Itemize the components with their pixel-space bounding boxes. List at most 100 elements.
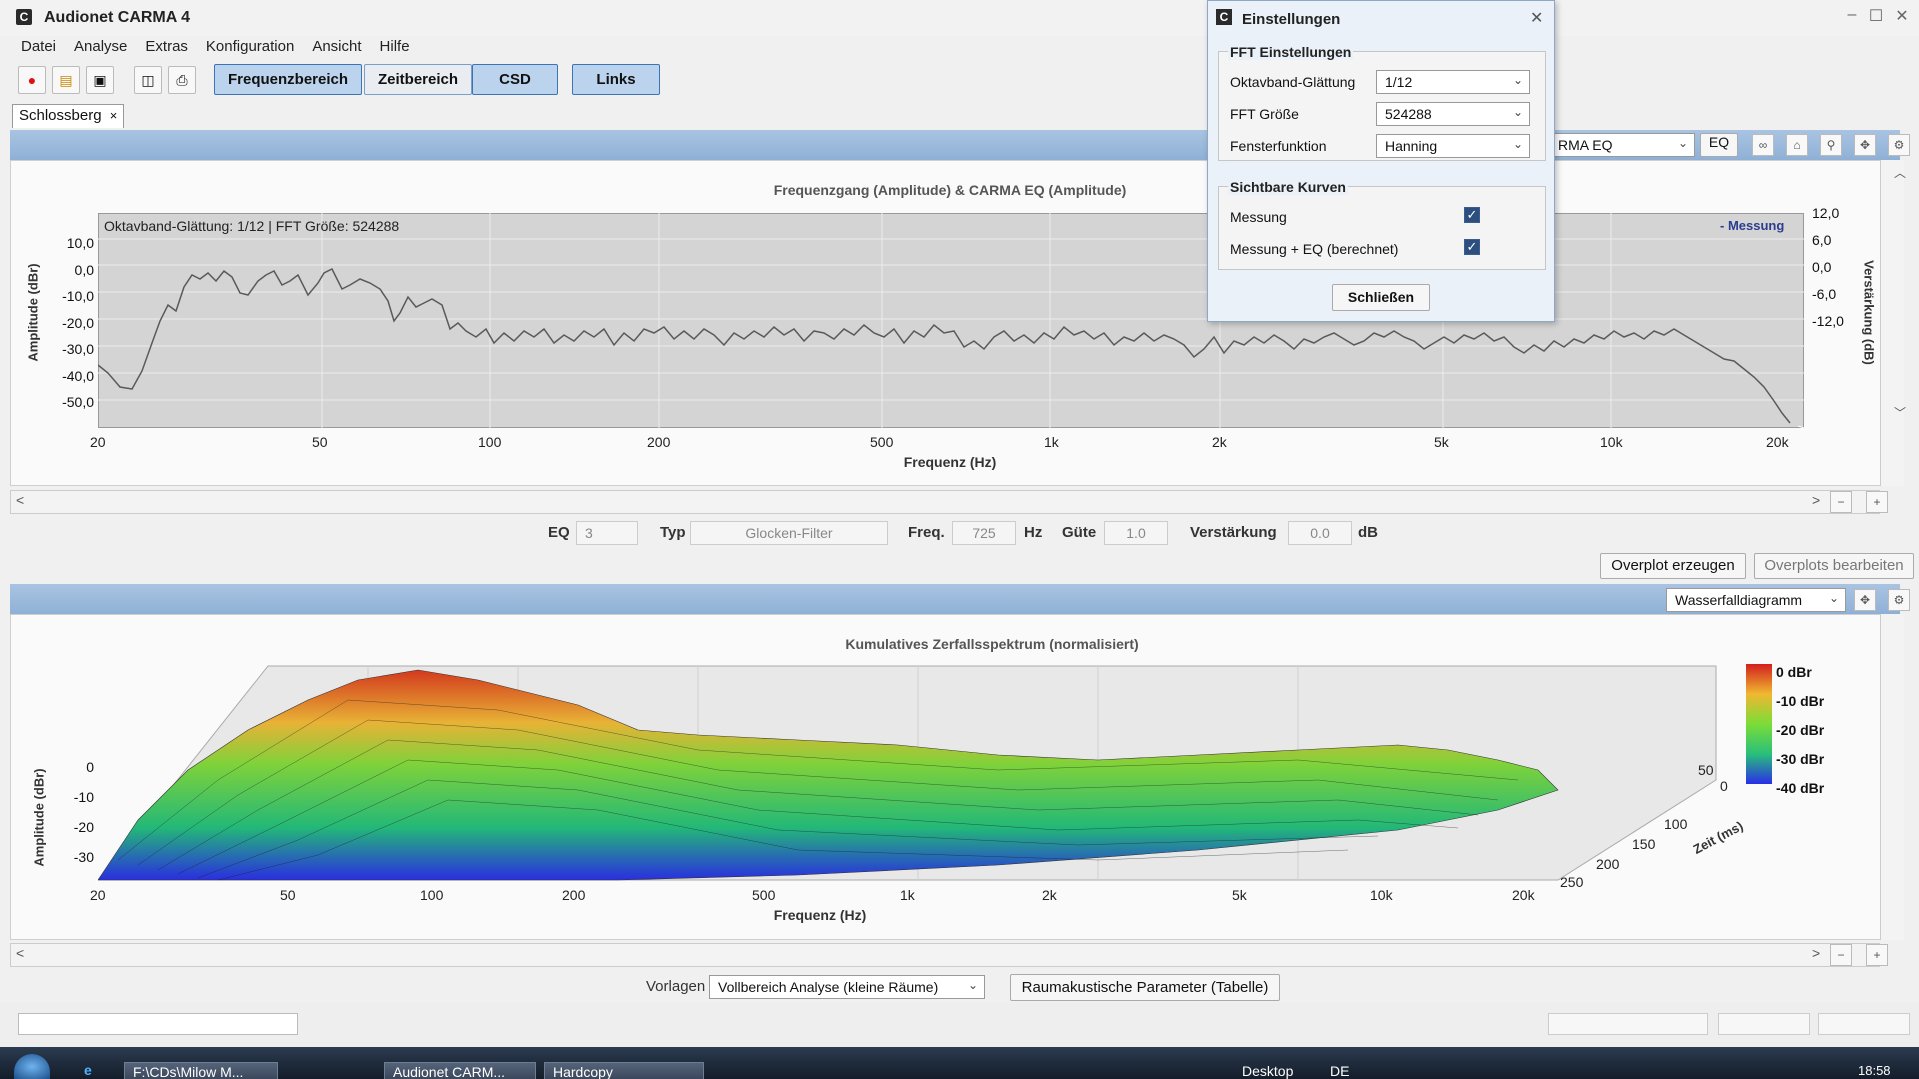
maximize-icon[interactable]: ☐ — [1868, 8, 1884, 25]
scroll-left-icon[interactable]: < — [16, 945, 25, 961]
status-field — [1718, 1013, 1810, 1035]
clock: 18:58 — [1858, 1063, 1891, 1078]
taskbar-item[interactable]: Hardcopy — [544, 1062, 704, 1079]
ytick: -10,0 — [62, 288, 94, 304]
window-func-select[interactable]: Hanning ⌄ — [1376, 134, 1530, 158]
move-icon[interactable]: ✥ — [1854, 134, 1876, 156]
y2tick: 12,0 — [1812, 205, 1840, 221]
smoothing-select[interactable]: 1/12 ⌄ — [1376, 70, 1530, 94]
window-title: Audionet CARMA 4 — [44, 9, 191, 26]
ztick: 0 — [1720, 778, 1728, 794]
move-icon[interactable]: ✥ — [1854, 589, 1876, 611]
scroll-left-icon[interactable]: < — [16, 492, 25, 508]
zoom-out-icon[interactable]: − — [1830, 944, 1852, 966]
raum-params-button[interactable]: Raumakustische Parameter (Tabelle) — [1010, 974, 1280, 1001]
dialog-app-icon: C — [1216, 9, 1232, 25]
fft-size-select[interactable]: 524288 ⌄ — [1376, 102, 1530, 126]
home-icon[interactable]: ⌂ — [1786, 134, 1808, 156]
taskbar-item[interactable]: F:\CDs\Milow M... — [124, 1062, 278, 1079]
y2tick: 0,0 — [1812, 259, 1832, 275]
xtick: 500 — [752, 887, 776, 903]
freq-hscroll[interactable] — [10, 490, 1880, 514]
overplot-create-button[interactable]: Overplot erzeugen — [1600, 553, 1746, 579]
screenshot-icon[interactable]: ◫ — [134, 66, 162, 94]
smoothing-label: Oktavband-Glättung — [1230, 74, 1356, 90]
tab-csd[interactable]: CSD — [472, 64, 558, 95]
ztick: 250 — [1560, 874, 1584, 890]
curve-messung-label: Messung — [1230, 209, 1287, 225]
menu-ansicht[interactable]: Ansicht — [312, 37, 362, 55]
y2tick: 6,0 — [1812, 232, 1832, 248]
close-window-icon[interactable]: ✕ — [1895, 8, 1909, 25]
freq-vscroll[interactable] — [1880, 160, 1904, 486]
freq-xlabel: Frequenz (Hz) — [903, 454, 997, 470]
scroll-down-icon[interactable]: ﹀ — [1894, 406, 1907, 420]
print-icon[interactable]: ⎙ — [168, 66, 196, 94]
guete-input[interactable]: 1.0 — [1104, 521, 1168, 545]
menu-konfiguration[interactable]: Konfiguration — [205, 37, 295, 55]
gain-input[interactable]: 0.0 — [1288, 521, 1352, 545]
chevron-down-icon: ⌄ — [1828, 591, 1839, 605]
taskbar — [0, 1047, 1919, 1079]
desktop-toolbar[interactable]: Desktop — [1242, 1063, 1294, 1079]
scroll-right-icon[interactable]: > — [1812, 945, 1821, 961]
language-indicator[interactable]: DE — [1330, 1063, 1350, 1079]
visible-curves-group — [1218, 186, 1546, 270]
csd-xlabel: Frequenz (Hz) — [773, 907, 867, 923]
guete-label: Güte — [1062, 524, 1097, 541]
freq-input[interactable]: 725 — [952, 521, 1016, 545]
close-dialog-button[interactable]: Schließen — [1332, 284, 1430, 311]
curve-eq-checkbox[interactable]: ✓ — [1464, 239, 1480, 255]
tab-frequenzbereich[interactable]: Frequenzbereich — [214, 64, 362, 95]
menu-extras[interactable]: Extras — [145, 37, 188, 55]
overplot-edit-button[interactable]: Overplots bearbeiten — [1754, 553, 1914, 579]
eq-number-select[interactable]: 3 — [576, 521, 638, 545]
menu-datei[interactable]: Datei — [21, 37, 57, 55]
menu-hilfe[interactable]: Hilfe — [379, 37, 410, 55]
xtick: 200 — [562, 887, 586, 903]
eq-button[interactable]: EQ — [1700, 133, 1738, 157]
curve-messung-checkbox[interactable]: ✓ — [1464, 207, 1480, 223]
open-folder-icon[interactable]: ▤ — [52, 66, 80, 94]
curve-eq-label: Messung + EQ (berechnet) — [1230, 241, 1399, 257]
xtick: 50 — [280, 887, 296, 903]
dialog-close-icon[interactable]: ✕ — [1530, 10, 1544, 27]
typ-label: Typ — [660, 524, 686, 541]
scroll-up-icon[interactable]: ︿ — [1894, 166, 1907, 180]
gear-icon[interactable]: ⚙ — [1888, 589, 1910, 611]
vorlagen-select[interactable]: Vollbereich Analyse (kleine Räume) ⌄ — [709, 975, 985, 999]
menu-bar: Datei Analyse Extras Konfiguration Ansic… — [0, 34, 1919, 58]
filter-type-select[interactable]: Glocken-Filter — [690, 521, 888, 545]
messung-curve — [98, 267, 1791, 424]
tab-schlossberg[interactable]: Schlossberg × — [12, 104, 125, 128]
eq-select[interactable]: RMA EQ ⌄ — [1549, 133, 1695, 157]
waterfall-svg — [98, 665, 1717, 881]
menu-analyse[interactable]: Analyse — [74, 37, 128, 55]
record-icon[interactable]: ● — [18, 66, 46, 94]
zoom-in-icon[interactable]: + — [1866, 491, 1888, 513]
tab-label: Schlossberg — [19, 107, 102, 124]
zoom-in-icon[interactable]: + — [1866, 944, 1888, 966]
status-field — [18, 1013, 298, 1035]
start-button-icon[interactable] — [14, 1054, 50, 1079]
zoom-out-icon[interactable]: − — [1830, 491, 1852, 513]
minimize-icon[interactable]: – — [1847, 6, 1857, 23]
scroll-right-icon[interactable]: > — [1812, 492, 1821, 508]
taskbar-item[interactable]: Audionet CARM... — [384, 1062, 536, 1079]
tab-close-icon[interactable]: × — [109, 108, 118, 123]
vorlagen-label: Vorlagen — [646, 978, 706, 995]
tab-zeitbereich[interactable]: Zeitbereich — [364, 64, 472, 95]
tab-links[interactable]: Links — [572, 64, 660, 95]
status-field — [1818, 1013, 1910, 1035]
gear-icon[interactable]: ⚙ — [1888, 134, 1910, 156]
plot-type-select[interactable]: Wasserfalldiagramm ⌄ — [1666, 588, 1846, 612]
browser-icon[interactable]: e — [84, 1062, 92, 1078]
xtick: 200 — [647, 434, 671, 450]
csd-vscroll[interactable] — [1880, 614, 1904, 940]
save-icon[interactable]: ▣ — [86, 66, 114, 94]
link-icon[interactable]: ∞ — [1752, 134, 1774, 156]
app-logo-icon: C — [16, 9, 32, 25]
csd-hscroll[interactable] — [10, 943, 1880, 967]
xtick: 50 — [312, 434, 328, 450]
zoom-icon[interactable]: ⚲ — [1820, 134, 1842, 156]
